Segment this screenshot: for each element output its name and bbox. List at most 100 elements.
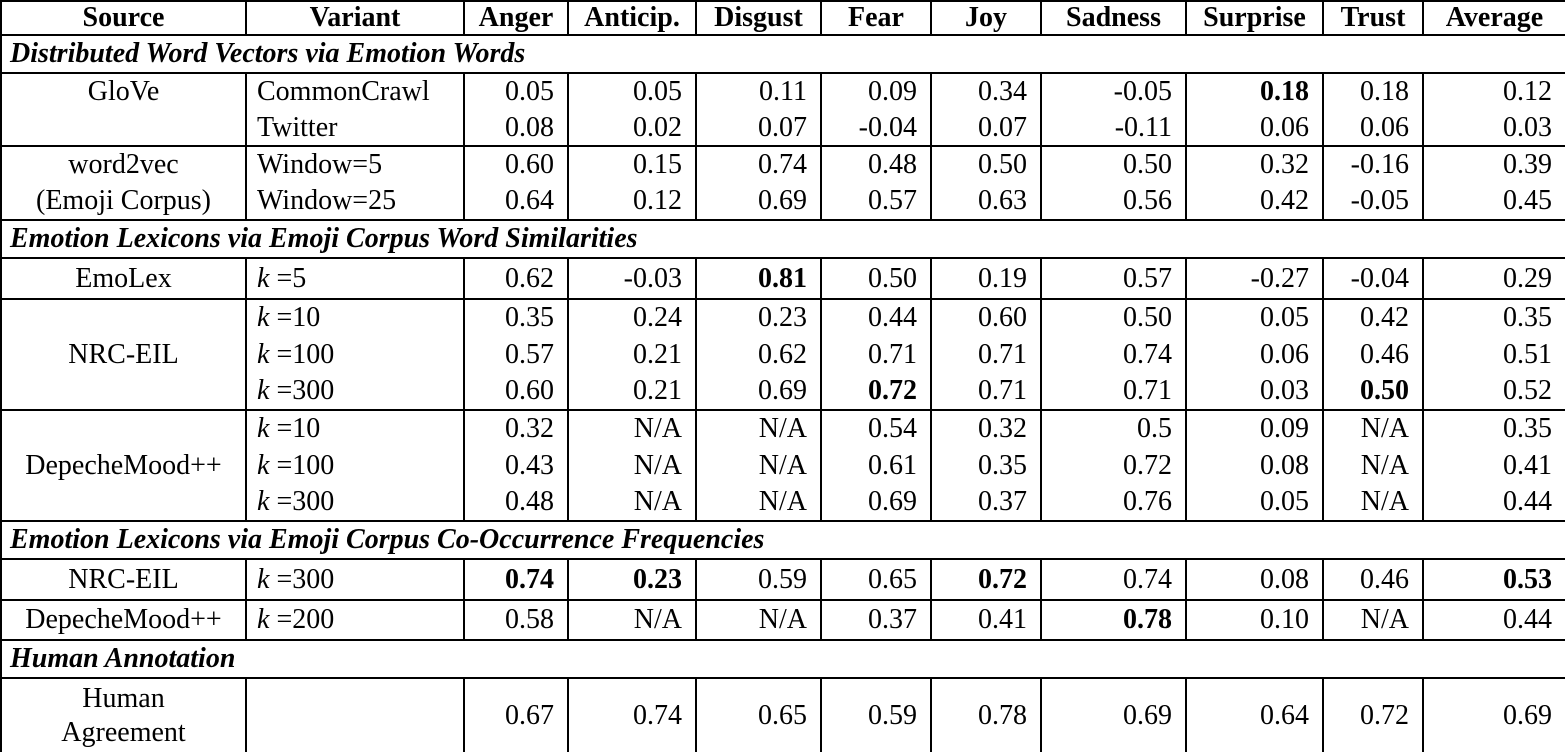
source-line: Human — [82, 683, 165, 714]
value-cell: 0.5 — [1041, 410, 1187, 447]
source-cell: EmoLex — [1, 258, 247, 300]
value-cell: 0.46 — [1323, 336, 1424, 373]
section-title-co-occurrence: Emotion Lexicons via Emoji Corpus Co-Occ… — [1, 521, 1565, 560]
column-header-trust: Trust — [1323, 1, 1424, 36]
math-k: k — [257, 302, 270, 333]
section-row: Emotion Lexicons via Emoji Corpus Word S… — [1, 220, 1565, 259]
value-cell: 0.06 — [1186, 110, 1324, 147]
variant-cell: k =300 — [246, 373, 465, 411]
value-cell: 0.50 — [1041, 146, 1187, 183]
source-cell — [1, 110, 247, 147]
column-header-variant: Variant — [246, 1, 465, 36]
variant-cell: CommonCrawl — [246, 73, 465, 110]
value-cell-best: 0.50 — [1323, 373, 1424, 411]
value-cell: 0.59 — [821, 678, 932, 752]
source-cell: DepecheMood++ — [1, 410, 247, 522]
table-row: Twitter 0.08 0.02 0.07 -0.04 0.07 -0.11 … — [1, 110, 1565, 147]
value-cell: -0.04 — [1323, 258, 1424, 300]
value-cell: N/A — [568, 600, 697, 641]
value-cell: 0.35 — [931, 447, 1042, 484]
source-cell: Human Agreement — [1, 678, 247, 752]
math-k: k — [257, 486, 270, 517]
variant-cell: k =300 — [246, 559, 465, 601]
value-cell: 0.42 — [1186, 183, 1324, 221]
section-title-distributed-word-vectors: Distributed Word Vectors via Emotion Wor… — [1, 35, 1565, 74]
value-cell: 0.69 — [1423, 678, 1565, 752]
value-cell: 0.57 — [464, 336, 569, 373]
column-header-anger: Anger — [464, 1, 569, 36]
math-k: k — [257, 413, 270, 444]
value-cell: -0.27 — [1186, 258, 1324, 300]
value-cell: 0.46 — [1323, 559, 1424, 601]
variant-cell: k =300 — [246, 484, 465, 522]
value-cell-best: 0.72 — [821, 373, 932, 411]
table-row: k =100 0.57 0.21 0.62 0.71 0.71 0.74 0.0… — [1, 336, 1565, 373]
source-cell: word2vec — [1, 146, 247, 183]
value-cell: 0.12 — [1423, 73, 1565, 110]
value-cell: 0.06 — [1186, 336, 1324, 373]
section-title-human-annotation: Human Annotation — [1, 640, 1565, 679]
math-k: k — [257, 563, 270, 595]
value-cell: N/A — [568, 410, 697, 447]
value-cell: N/A — [1323, 484, 1424, 522]
value-cell: N/A — [696, 600, 822, 641]
value-cell: 0.19 — [931, 258, 1042, 300]
value-cell: 0.08 — [1186, 447, 1324, 484]
value-cell-best: 0.72 — [931, 559, 1042, 601]
column-header-average: Average — [1423, 1, 1565, 36]
value-cell: 0.52 — [1423, 373, 1565, 411]
value-cell: 0.61 — [821, 447, 932, 484]
value-cell-best: 0.53 — [1423, 559, 1565, 601]
value-cell: 0.51 — [1423, 336, 1565, 373]
value-cell: 0.44 — [821, 299, 932, 336]
value-cell: 0.42 — [1323, 299, 1424, 336]
value-cell: 0.03 — [1423, 110, 1565, 147]
table-row: (Emoji Corpus) Window=25 0.64 0.12 0.69 … — [1, 183, 1565, 221]
value-cell: N/A — [1323, 447, 1424, 484]
column-header-surprise: Surprise — [1186, 1, 1324, 36]
table-row: DepecheMood++ k =200 0.58 N/A N/A 0.37 0… — [1, 600, 1565, 641]
value-cell: 0.60 — [464, 373, 569, 411]
value-cell: 0.71 — [931, 373, 1042, 411]
value-cell: 0.37 — [931, 484, 1042, 522]
value-cell: 0.29 — [1423, 258, 1565, 300]
column-header-disgust: Disgust — [696, 1, 822, 36]
value-cell: N/A — [696, 410, 822, 447]
value-cell: 0.72 — [1041, 447, 1187, 484]
source-line: Agreement — [61, 717, 186, 748]
value-cell: 0.34 — [931, 73, 1042, 110]
source-cell: NRC-EIL — [1, 299, 247, 411]
value-cell: N/A — [696, 484, 822, 522]
value-cell: 0.11 — [696, 73, 822, 110]
value-cell: 0.12 — [568, 183, 697, 221]
section-row: Emotion Lexicons via Emoji Corpus Co-Occ… — [1, 521, 1565, 560]
value-cell: 0.57 — [1041, 258, 1187, 300]
value-cell: 0.39 — [1423, 146, 1565, 183]
table-row: NRC-EIL k =10 0.35 0.24 0.23 0.44 0.60 0… — [1, 299, 1565, 411]
variant-cell — [246, 678, 465, 752]
value-cell: 0.65 — [696, 678, 822, 752]
table-row: word2vec Window=5 0.60 0.15 0.74 0.48 0.… — [1, 146, 1565, 183]
value-cell: 0.05 — [464, 73, 569, 110]
value-cell: 0.72 — [1323, 678, 1424, 752]
value-cell: 0.21 — [568, 373, 697, 411]
math-k: k — [257, 375, 270, 406]
variant-cell: Window=25 — [246, 183, 465, 221]
value-cell: 0.32 — [931, 410, 1042, 447]
value-cell: 0.60 — [931, 299, 1042, 336]
value-cell: 0.05 — [1186, 299, 1324, 336]
value-cell-best: 0.18 — [1186, 73, 1324, 110]
value-cell: 0.08 — [464, 110, 569, 147]
source-cell: DepecheMood++ — [1, 600, 247, 641]
value-cell: 0.62 — [696, 336, 822, 373]
value-cell: 0.03 — [1186, 373, 1324, 411]
value-cell: 0.57 — [821, 183, 932, 221]
value-cell: 0.35 — [464, 299, 569, 336]
section-row: Distributed Word Vectors via Emotion Wor… — [1, 35, 1565, 74]
value-cell: -0.03 — [568, 258, 697, 300]
source-cell: (Emoji Corpus) — [1, 183, 247, 221]
value-cell: 0.78 — [931, 678, 1042, 752]
section-title-word-similarities: Emotion Lexicons via Emoji Corpus Word S… — [1, 220, 1565, 259]
variant-cell: k =200 — [246, 600, 465, 641]
value-cell: 0.24 — [568, 299, 697, 336]
